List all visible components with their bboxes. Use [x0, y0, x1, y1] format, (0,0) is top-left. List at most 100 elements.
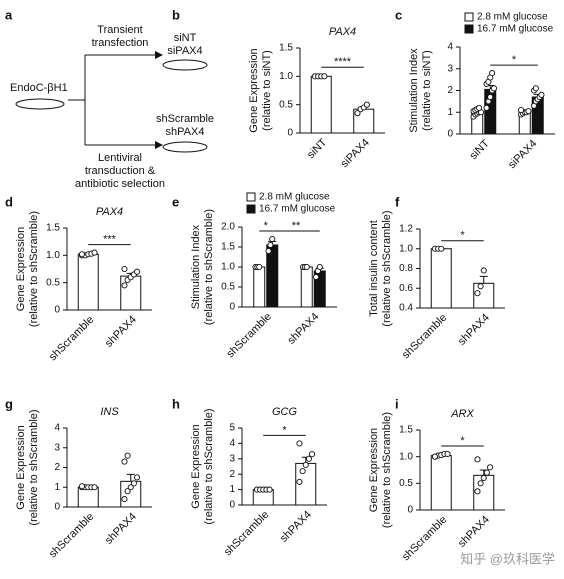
y-axis-label: Gene Expression [248, 48, 260, 132]
y-tick-label: 1 [447, 107, 453, 118]
x-tick-label: shScramble [400, 312, 450, 362]
x-tick-label: shScramble [222, 509, 272, 559]
data-point [91, 484, 98, 491]
group-label: shScramble [156, 113, 214, 125]
y-tick-label: 5 [229, 423, 235, 434]
chart-title: INS [100, 406, 119, 418]
x-tick-label: shPAX4 [456, 312, 492, 348]
legend-swatch [246, 192, 256, 202]
data-point [127, 484, 134, 491]
y-tick-label: 0.8 [399, 263, 413, 274]
x-tick-label: siNT [467, 137, 492, 162]
data-point [312, 273, 320, 281]
chart-title: GCG [272, 406, 298, 418]
data-point [483, 469, 490, 476]
data-point [538, 91, 545, 98]
legend-swatch [464, 24, 474, 34]
y-axis-label: (relative to shScramble) [381, 412, 393, 528]
y-tick-label: 1.0 [399, 451, 413, 462]
group-label: shPAX4 [166, 126, 205, 138]
method-label: transduction & [85, 165, 156, 177]
data-point [363, 101, 370, 108]
panel-a: a EndoC-βH1 Transient transfection siNT … [5, 7, 214, 189]
bar [310, 75, 332, 134]
significance-label: **** [334, 56, 352, 68]
bar [253, 266, 266, 308]
panel-letter: h [172, 396, 180, 411]
dish [162, 141, 208, 153]
error-bar [479, 275, 488, 284]
y-axis-label: (relative to siNT) [421, 50, 433, 131]
data-point [321, 73, 328, 80]
y-tick-label: 0.5 [399, 478, 413, 489]
data-point [517, 107, 525, 114]
data-point [474, 290, 481, 297]
x-tick-label: shScramble [47, 314, 97, 364]
data-point [133, 268, 141, 275]
y-tick-label: 0.5 [221, 282, 235, 293]
y-tick-label: 0.5 [46, 277, 60, 288]
data-point [487, 93, 494, 101]
data-point [124, 488, 131, 495]
y-tick-label: 1.5 [279, 43, 293, 54]
x-tick-label: siPAX4 [506, 138, 539, 171]
data-point [266, 486, 273, 493]
bar [430, 455, 452, 511]
y-tick-label: 3 [447, 63, 453, 74]
data-point [124, 452, 131, 459]
bar [300, 266, 313, 308]
data-point [305, 455, 312, 462]
data-point [480, 267, 487, 274]
significance-label: * [460, 435, 465, 447]
y-tick-label: 2 [54, 462, 60, 473]
data-point [525, 108, 532, 115]
bar [266, 244, 279, 308]
y-tick-label: 0.6 [399, 283, 413, 294]
data-point [486, 464, 494, 471]
data-point [476, 104, 483, 111]
data-point [477, 283, 484, 290]
data-point [303, 263, 310, 271]
panel-letter: g [5, 396, 13, 411]
x-tick-label: shScramble [224, 311, 274, 361]
x-tick-label: shPAX4 [278, 509, 314, 545]
data-point [316, 263, 323, 271]
y-tick-label: 0.4 [399, 303, 413, 314]
y-axis-label: (relative to siNT) [261, 50, 273, 131]
method-label: Transient [97, 24, 142, 36]
x-tick-label: shScramble [47, 511, 97, 561]
legend-swatch [246, 204, 256, 214]
error-bar [126, 473, 135, 482]
data-point [296, 478, 303, 485]
data-point [490, 85, 498, 92]
dish [15, 98, 65, 110]
legend-label: 16.7 mM glucose [477, 24, 554, 35]
panel-letter: d [5, 194, 13, 209]
panel-letter: a [5, 7, 13, 22]
data-point [78, 251, 86, 258]
x-tick-label: shPAX4 [103, 511, 139, 547]
y-axis-label: Gene Expression [15, 227, 27, 311]
panel-letter: c [395, 7, 402, 22]
y-axis-label: (relative to shScramble) [381, 210, 393, 326]
panel-letter: f [395, 194, 400, 209]
data-point [489, 70, 496, 77]
significance-label: * [460, 230, 465, 242]
data-point [474, 488, 481, 495]
y-tick-label: 0 [447, 129, 453, 140]
method-label: antibiotic selection [75, 178, 165, 190]
bar [120, 275, 142, 311]
data-point [532, 85, 539, 92]
x-tick-label: shPAX4 [456, 514, 492, 550]
y-axis-label: Gene Expression [368, 428, 380, 512]
source-label: EndoC-βH1 [10, 82, 68, 94]
data-point [438, 245, 445, 252]
group-label: siNT [174, 32, 197, 44]
arrow-heads [155, 51, 163, 149]
y-tick-label: 4 [447, 42, 453, 53]
x-tick-label: siNT [305, 136, 330, 161]
y-tick-label: 0 [229, 302, 235, 313]
y-tick-label: 0 [54, 502, 60, 513]
y-tick-label: 1.0 [279, 71, 293, 82]
y-axis-label: Total insulin content [368, 220, 380, 317]
